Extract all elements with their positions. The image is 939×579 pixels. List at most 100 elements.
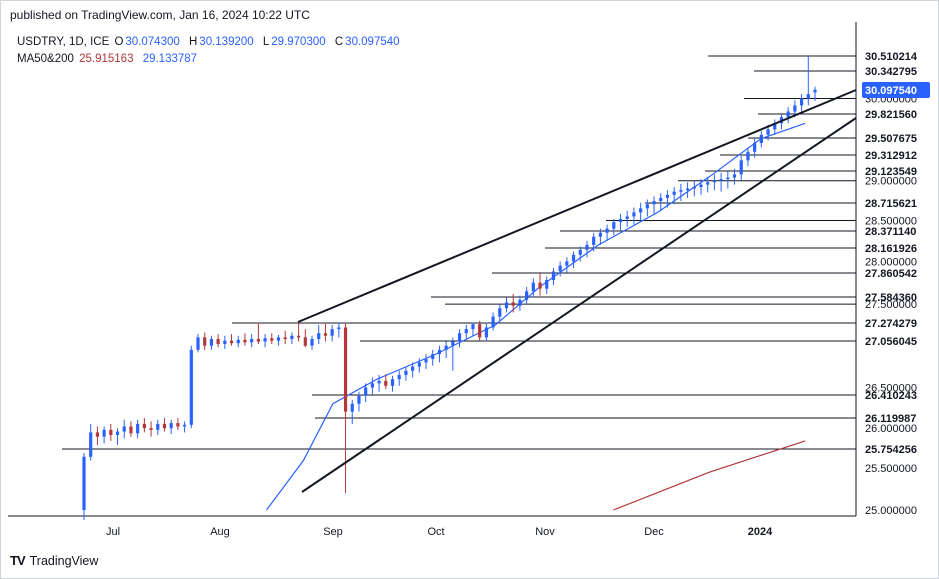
candle-body[interactable] — [498, 308, 502, 317]
candle-body[interactable] — [753, 143, 757, 152]
candle-body[interactable] — [350, 403, 354, 412]
candle-body[interactable] — [384, 380, 388, 386]
candle-body[interactable] — [726, 177, 730, 180]
candle-body[interactable] — [605, 228, 609, 233]
candle-body[interactable] — [504, 302, 509, 309]
candle-body[interactable] — [457, 333, 462, 342]
candle-body[interactable] — [551, 271, 556, 280]
candle-body[interactable] — [404, 370, 408, 375]
legend-ma-row[interactable]: MA50&200 25.915163 29.133787 — [17, 51, 406, 68]
candle-body[interactable] — [692, 186, 696, 189]
candle-body[interactable] — [323, 333, 328, 336]
candle-body[interactable] — [739, 160, 743, 175]
candle-body[interactable] — [545, 279, 549, 289]
candle-body[interactable] — [632, 212, 636, 217]
candle-body[interactable] — [625, 216, 629, 219]
candle-body[interactable] — [297, 335, 301, 338]
candle-body[interactable] — [129, 426, 133, 434]
tradingview-brand[interactable]: TV TradingView — [10, 553, 98, 568]
candle-body[interactable] — [571, 254, 576, 262]
candle-body[interactable] — [136, 423, 140, 434]
candle-body[interactable] — [397, 374, 401, 380]
candle-body[interactable] — [216, 339, 220, 345]
candle-body[interactable] — [250, 339, 254, 343]
candle-body[interactable] — [310, 339, 314, 346]
candle-body[interactable] — [732, 174, 737, 178]
candle-body[interactable] — [746, 151, 750, 161]
candle-body[interactable] — [719, 179, 723, 181]
candle-body[interactable] — [478, 324, 482, 338]
candle-body[interactable] — [685, 188, 690, 191]
candle-body[interactable] — [243, 339, 247, 343]
candle-body[interactable] — [115, 431, 120, 435]
candle-body[interactable] — [672, 191, 676, 195]
candle-body[interactable] — [263, 338, 267, 342]
candle-body[interactable] — [451, 341, 455, 346]
candle-body[interactable] — [592, 236, 596, 245]
candle-body[interactable] — [618, 218, 623, 223]
legend-symbol[interactable]: USDTRY, 1D, ICE — [17, 36, 110, 48]
candle-body[interactable] — [491, 316, 495, 328]
legend-ma-label[interactable]: MA50&200 — [17, 53, 74, 65]
candle-body[interactable] — [706, 182, 710, 185]
candle-body[interactable] — [270, 338, 274, 341]
candle-body[interactable] — [679, 190, 683, 192]
candle-body[interactable] — [558, 265, 562, 272]
candle-body[interactable] — [337, 327, 341, 330]
candle-body[interactable] — [652, 201, 656, 205]
candle-body[interactable] — [176, 423, 180, 427]
candle-body[interactable] — [471, 324, 475, 330]
candle-body[interactable] — [256, 339, 260, 342]
candle-body[interactable] — [82, 456, 86, 510]
candle-body[interactable] — [377, 380, 381, 384]
candle-body[interactable] — [109, 429, 113, 435]
candle-body[interactable] — [712, 180, 717, 183]
candle-body[interactable] — [431, 354, 435, 360]
candle-body[interactable] — [525, 291, 529, 300]
candle-body[interactable] — [411, 366, 415, 371]
candle-body[interactable] — [799, 98, 804, 106]
candle-body[interactable] — [417, 362, 421, 367]
candle-body[interactable] — [142, 423, 146, 429]
candle-body[interactable] — [182, 424, 187, 427]
candle-body[interactable] — [484, 327, 488, 338]
candle-body[interactable] — [659, 197, 663, 202]
candle-body[interactable] — [806, 94, 810, 99]
candle-body[interactable] — [813, 89, 817, 93]
candle-body[interactable] — [665, 194, 670, 198]
candle-body[interactable] — [639, 208, 643, 213]
wedge-lower-trendline[interactable] — [301, 117, 857, 493]
candle-body[interactable] — [598, 232, 602, 237]
candle-body[interactable] — [364, 387, 368, 396]
candle-body[interactable] — [565, 261, 569, 266]
candle-body[interactable] — [578, 249, 582, 255]
candle-body[interactable] — [585, 244, 589, 250]
candle-body[interactable] — [511, 302, 515, 306]
candle-body[interactable] — [102, 429, 106, 437]
candle-body[interactable] — [169, 423, 173, 429]
candle-body[interactable] — [229, 340, 234, 344]
candle-body[interactable] — [773, 123, 777, 130]
candle-body[interactable] — [766, 129, 770, 135]
candle-body[interactable] — [89, 432, 93, 457]
candle-body[interactable] — [290, 335, 294, 340]
candle-body[interactable] — [390, 379, 395, 386]
candle-body[interactable] — [699, 184, 703, 187]
candle-body[interactable] — [209, 339, 214, 346]
candle-body[interactable] — [531, 282, 535, 292]
candle-body[interactable] — [464, 329, 468, 334]
wedge-upper-trendline[interactable] — [297, 89, 857, 323]
candle-body[interactable] — [162, 423, 167, 429]
candle-body[interactable] — [370, 383, 374, 388]
candle-body[interactable] — [786, 111, 790, 118]
candle-body[interactable] — [357, 395, 361, 404]
candle-body[interactable] — [444, 345, 448, 350]
candle-body[interactable] — [276, 337, 281, 341]
candle-body[interactable] — [437, 349, 442, 355]
candle-body[interactable] — [343, 327, 348, 412]
candle-body[interactable] — [283, 337, 287, 340]
candle-body[interactable] — [189, 349, 193, 425]
candle-body[interactable] — [518, 299, 522, 306]
